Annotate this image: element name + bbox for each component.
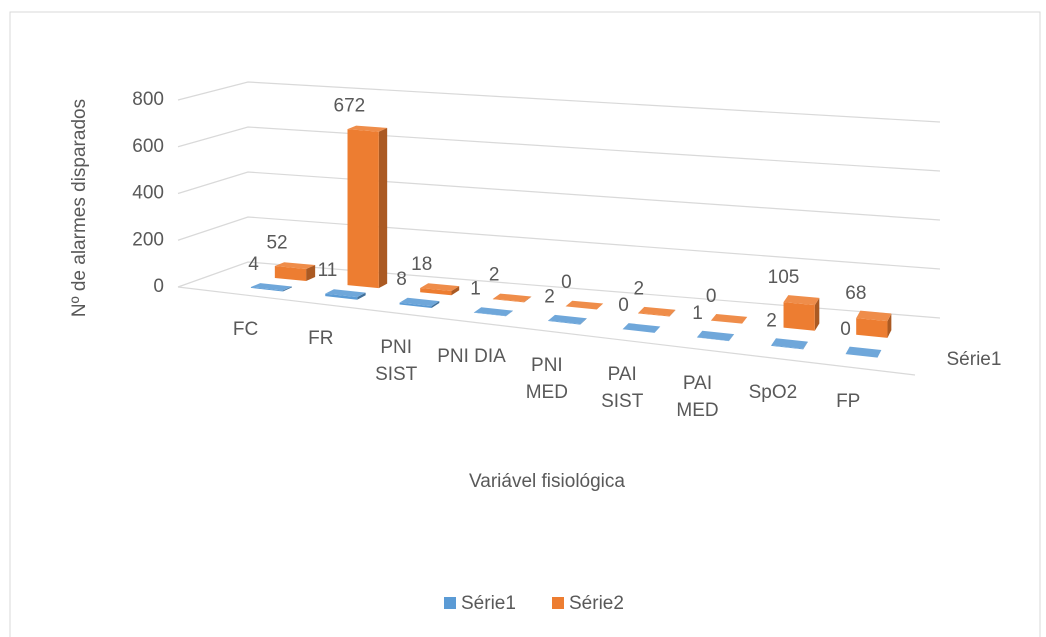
bar-top [325,289,366,298]
bar-front [420,287,452,296]
value-label: 1 [692,303,703,324]
bar-side [306,265,316,282]
bar-side [580,318,587,325]
bar-side [378,127,388,289]
bar-front [548,320,581,325]
x-tick-label: FP [836,390,861,412]
bar-side [357,292,366,300]
legend-label: Série2 [569,593,624,614]
grid-line [177,261,941,319]
bar-top [399,297,440,307]
value-label: 0 [840,319,851,340]
value-label: 52 [266,233,287,254]
value-label: 105 [768,267,800,288]
legend-swatch [444,597,456,609]
grid-line [177,81,941,123]
bar-top [622,323,661,333]
value-label: 2 [766,311,777,332]
value-label: 2 [489,265,500,286]
y-axis-label: Nº de alarmes disparados [69,99,90,317]
y-tick-label: 600 [132,136,164,157]
grid-line [177,126,941,172]
x-tick-label: PNI MED [525,354,568,403]
bar-top [710,313,748,324]
y-tick-label: 800 [132,89,164,110]
depth-axis-label: Série1 [947,349,1002,370]
x-tick-label: PAI MED [676,372,719,421]
bar-top [783,295,820,306]
bar-side [669,309,676,317]
value-label: 0 [706,286,717,307]
value-label: 8 [396,269,407,290]
bar-top [473,307,513,317]
bar-front [783,302,815,331]
bar-top [856,310,892,322]
bar-front [250,286,283,292]
value-label: 672 [334,96,366,117]
bar-side [505,310,513,317]
bar-top [565,300,604,310]
bar-side [451,286,460,296]
bar-top [274,262,316,270]
bar-side [887,313,892,338]
value-label: 0 [618,295,629,316]
value-label: 2 [544,286,555,307]
bar-front [274,266,307,282]
bar-top [347,125,388,132]
bar-front [399,302,432,309]
bar-front [856,318,888,338]
bar-side [524,296,532,303]
value-label: 2 [634,278,645,299]
bar-top [250,283,292,291]
bar-front [325,293,358,300]
grid-line [177,216,941,270]
y-tick-label: 400 [132,183,164,204]
value-label: 4 [248,254,259,275]
value-label: 18 [411,254,432,275]
bar-front [771,345,804,350]
bar-top [420,283,460,292]
x-tick-label: PNI SIST [375,336,418,385]
chart-border [9,11,1041,637]
x-tick-label: FC [232,318,259,340]
legend-swatch [552,597,564,609]
bar-top [845,346,882,358]
bar-top [638,306,676,317]
x-axis-label: Variável fisiológica [469,471,625,492]
floor-edge [177,286,916,376]
y-tick-label: 200 [132,229,164,250]
bar-side [803,341,808,350]
legend-label: Série1 [461,593,516,614]
grid-line [177,171,941,221]
bar-front [492,298,525,303]
bar-front [347,129,379,289]
bar-side [728,334,735,342]
x-tick-label: FR [308,327,334,349]
bar-front [638,313,670,317]
value-label: 1 [470,279,481,300]
bar-side [282,286,292,292]
x-tick-label: SpO2 [748,381,798,403]
value-label: 0 [561,272,572,293]
y-tick-label: 0 [153,276,164,297]
bar-side [814,297,820,331]
value-label: 11 [318,260,338,281]
bar-side [431,301,440,309]
bar-top [696,330,735,341]
bar-top [771,338,808,349]
bar-front [473,312,506,317]
x-tick-label: PAI SIST [601,363,644,412]
x-tick-label: PNI DIA [437,345,506,367]
value-label: 68 [845,283,866,304]
bar-top [548,314,587,325]
bar-top [492,293,532,302]
bar-front [696,337,729,342]
